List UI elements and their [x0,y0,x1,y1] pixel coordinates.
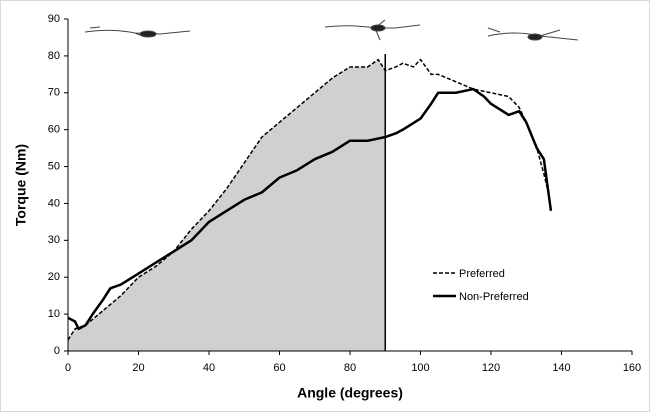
x-tick-label: 100 [411,362,429,374]
legend-label: Non-Preferred [459,291,529,303]
swimmer-icon [324,19,421,41]
swimmer-icon [84,26,191,38]
swimmer-icon [487,27,579,41]
plot: 0 10 20 30 40 50 60 70 80 90 0 20 40 60 80 100 120 140 160… [48,13,641,374]
y-tick-label: 80 [48,50,60,62]
x-tick-label: 140 [552,362,570,374]
y-tick-label: 50 [48,160,60,172]
y-tick-label: 20 [48,271,60,283]
x-tick-label: 60 [273,362,285,374]
x-tick-label: 160 [623,362,641,374]
shaded-area [68,59,386,351]
x-axis-title: Angle (degrees) [297,385,403,401]
x-tick-label: 120 [482,362,500,374]
x-tick-label: 0 [65,362,71,374]
y-tick-label: 90 [48,13,60,25]
x-tick-label: 40 [203,362,215,374]
x-tick-label: 20 [132,362,144,374]
y-tick-label: 70 [48,87,60,99]
legend-label: Preferred [459,268,505,280]
y-tick-label: 10 [48,308,60,320]
line-series [67,87,553,331]
x-tick-label: 80 [344,362,356,374]
y-tick-label: 0 [54,345,60,357]
y-tick-label: 40 [48,197,60,209]
line-series [67,58,549,341]
y-axis-title: Torque (Nm) [13,144,29,226]
y-tick-label: 60 [48,124,60,136]
y-tick-label: 30 [48,234,60,246]
